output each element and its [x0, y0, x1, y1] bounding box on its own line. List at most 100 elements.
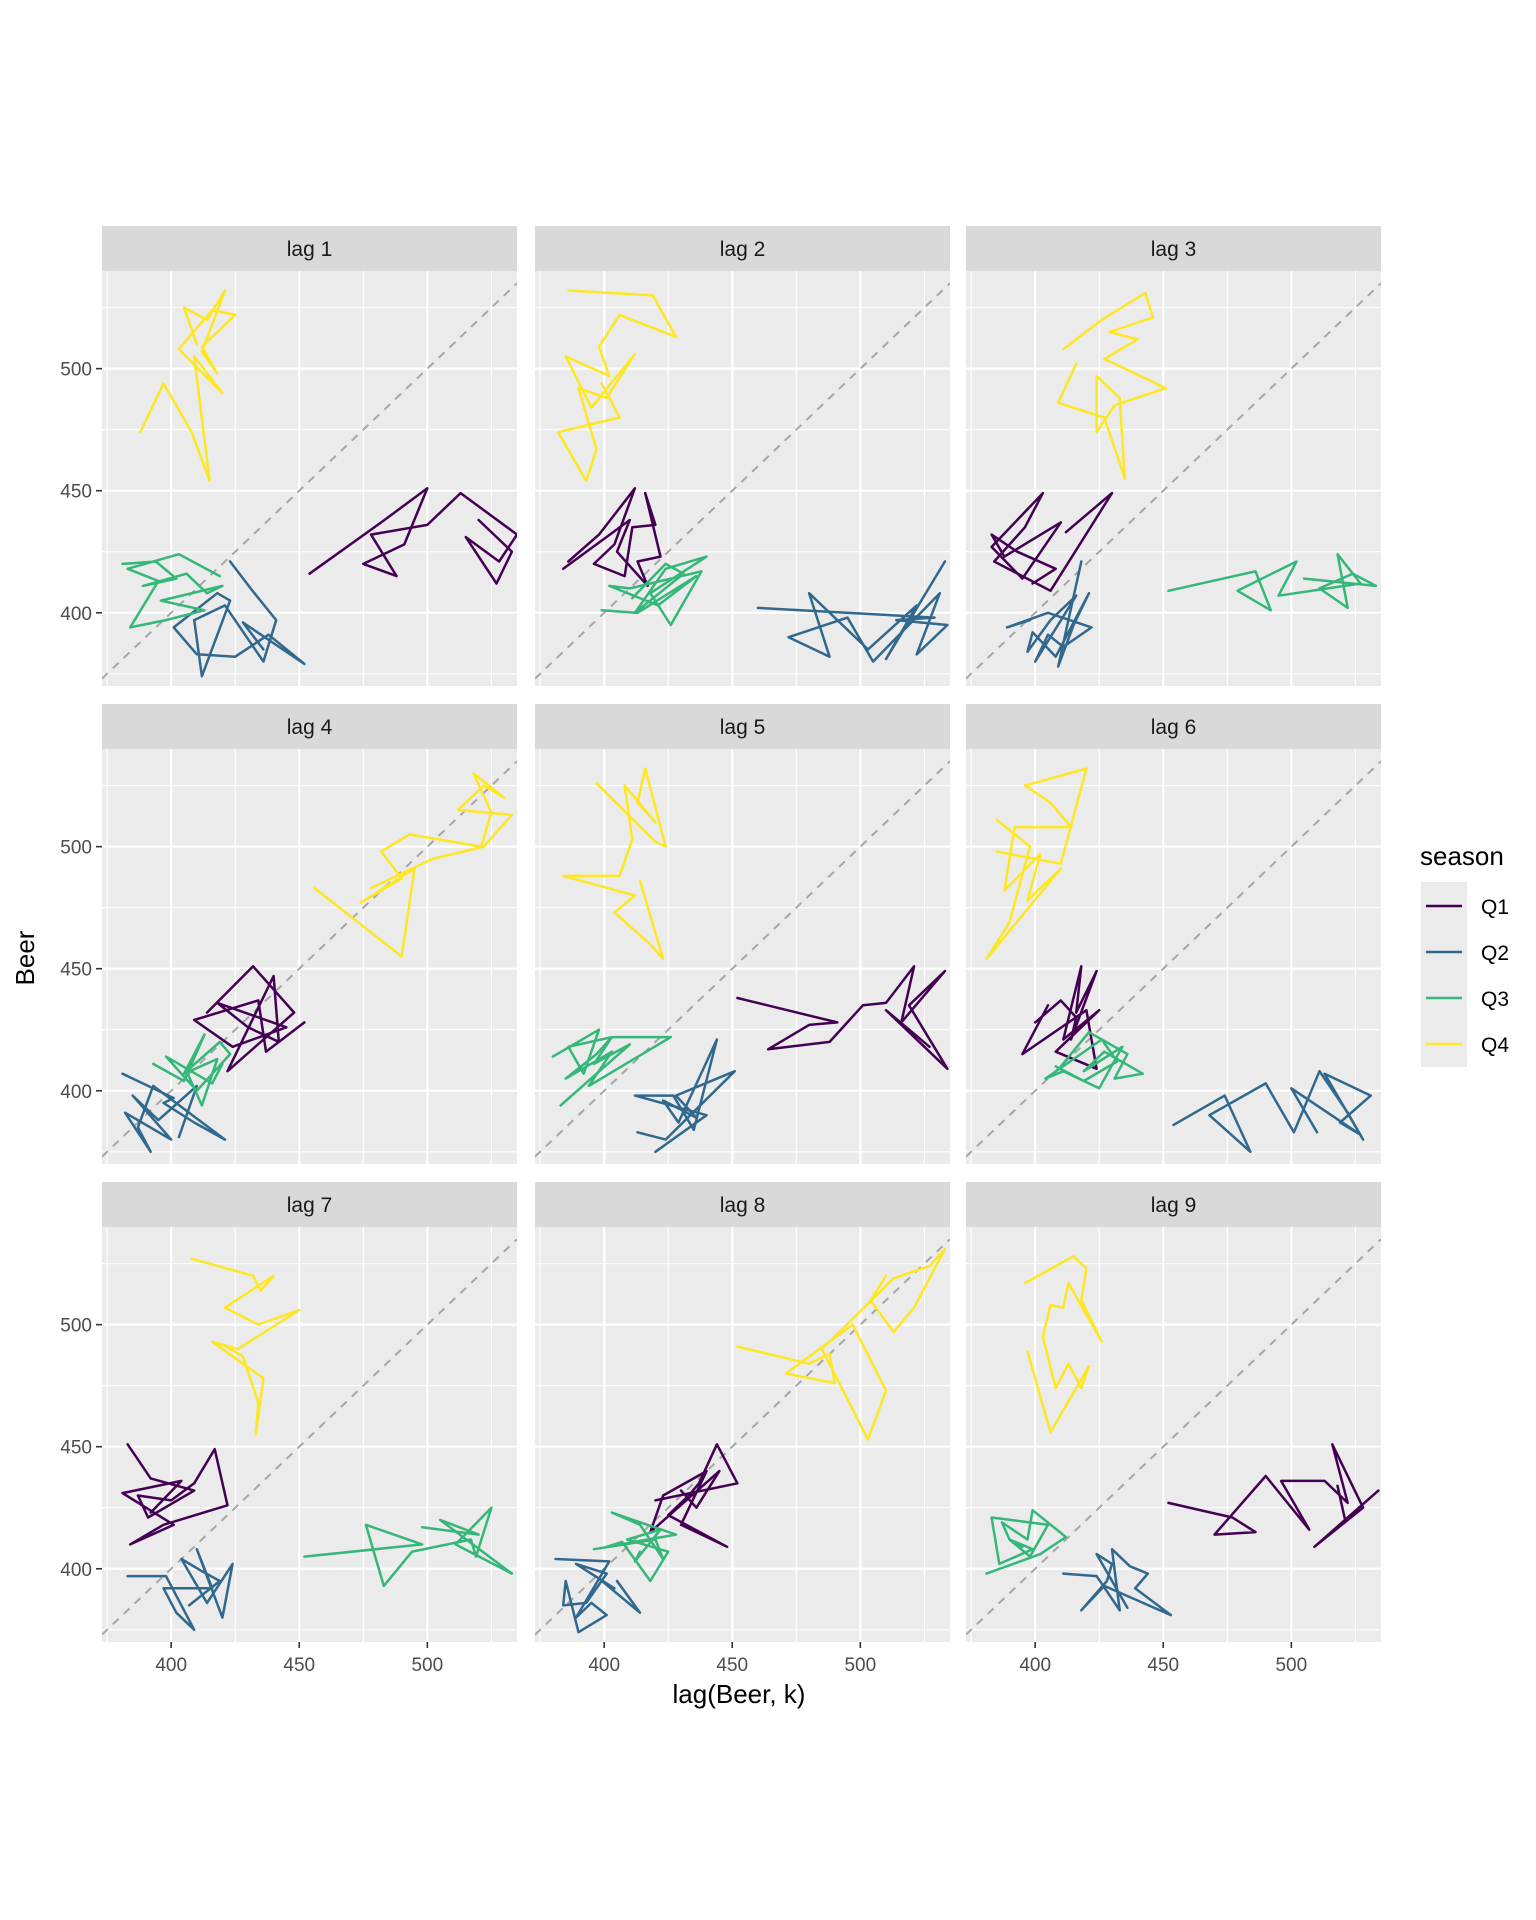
series-line-q3	[592, 1511, 678, 1583]
strip-lag-9	[966, 1182, 1381, 1227]
series-line-q1	[649, 1443, 739, 1549]
series-line-q3	[1044, 1030, 1145, 1090]
legend-title: season	[1420, 841, 1504, 871]
strip-lag-7	[102, 1182, 517, 1227]
series-line-q2	[121, 1072, 227, 1154]
series-line-q4	[561, 767, 667, 961]
strip-label: lag 9	[1151, 1194, 1197, 1217]
series-line-q1	[308, 487, 517, 585]
y-tick-label: 450	[60, 960, 92, 981]
series-line-q2	[1005, 560, 1093, 668]
panel-background	[102, 1227, 517, 1642]
y-tick-label: 450	[60, 482, 92, 503]
series-line-q1	[736, 965, 949, 1071]
series-line-q4	[1056, 291, 1168, 480]
series-line-q2	[126, 1547, 234, 1632]
series-line-q1	[1021, 965, 1101, 1071]
series-line-q1	[561, 487, 662, 588]
series-line-q3	[600, 555, 708, 627]
plot-area	[966, 1238, 1381, 1636]
plot-area	[966, 282, 1381, 680]
strip-lag-4	[102, 704, 517, 749]
identity-line	[966, 760, 1381, 1158]
series-line-q3	[151, 1033, 232, 1107]
legend-label: Q1	[1481, 896, 1509, 919]
series-line-q1	[990, 491, 1114, 593]
panel-background	[966, 749, 1381, 1164]
x-tick-label: 450	[716, 1655, 748, 1676]
strip-label: lag 4	[287, 716, 333, 739]
plot-area	[102, 760, 517, 1158]
series-line-q4	[985, 767, 1088, 961]
legend-entry-q1: Q1	[1426, 896, 1509, 919]
panel-background	[966, 271, 1381, 686]
series-line-q2	[1062, 1547, 1173, 1617]
series-line-q4	[139, 289, 237, 483]
strip-label: lag 2	[720, 238, 766, 261]
panel-background	[535, 749, 950, 1164]
legend-label: Q3	[1481, 988, 1509, 1011]
facet-lag-6: lag 6	[966, 704, 1381, 1164]
strip-lag-2	[535, 226, 950, 271]
legend-label: Q2	[1481, 942, 1509, 965]
identity-line	[102, 1238, 517, 1636]
facet-lag-9: lag 9 400 450 500	[966, 1182, 1381, 1676]
strip-label: lag 5	[720, 716, 766, 739]
facet-lag-8: lag 8 400 450 500	[535, 1182, 950, 1676]
series-line-q1	[1167, 1443, 1380, 1549]
series-line-q2	[172, 560, 306, 678]
series-line-q3	[551, 1028, 673, 1107]
facet-lag-2: lag 2	[535, 226, 950, 686]
series-line-q2	[633, 1038, 737, 1154]
x-tick-label: 500	[1275, 1655, 1307, 1676]
strip-label: lag 7	[287, 1194, 333, 1217]
plot-area	[102, 282, 517, 680]
series-line-q4	[313, 772, 514, 958]
identity-line	[102, 760, 517, 1158]
legend-entries: Q1 Q2 Q3 Q4	[1426, 896, 1509, 1057]
plot-area	[535, 282, 950, 680]
strip-lag-5	[535, 704, 950, 749]
identity-line	[966, 282, 1381, 680]
y-tick-label: 500	[60, 838, 92, 859]
series-line-q4	[1023, 1255, 1104, 1434]
y-tick-label: 500	[60, 360, 92, 381]
y-tick-label: 450	[60, 1438, 92, 1459]
identity-line	[535, 760, 950, 1158]
strip-lag-6	[966, 704, 1381, 749]
legend-key-background	[1421, 882, 1467, 1067]
strip-lag-8	[535, 1182, 950, 1227]
plot-area	[535, 1238, 950, 1636]
legend: season Q1 Q2 Q3 Q4	[1420, 841, 1509, 1067]
series-line-q1	[121, 1443, 229, 1546]
series-line-q3	[303, 1506, 514, 1588]
facet-lag-3: lag 3	[966, 226, 1381, 686]
series-line-q4	[736, 1247, 947, 1441]
legend-entry-q3: Q3	[1426, 988, 1509, 1011]
series-line-q3	[1167, 552, 1378, 612]
facet-lag-4: lag 4 400 450 500	[60, 704, 517, 1164]
x-tick-label: 400	[1019, 1655, 1051, 1676]
identity-line	[966, 1238, 1381, 1636]
strip-lag-3	[966, 226, 1381, 271]
x-axis-title: lag(Beer, k)	[673, 1679, 806, 1709]
x-tick-label: 450	[283, 1655, 315, 1676]
y-axis-title: Beer	[10, 930, 40, 985]
plot-area	[966, 760, 1381, 1158]
plot-area	[535, 760, 950, 1158]
series-line-q2	[756, 560, 949, 663]
legend-entry-q2: Q2	[1426, 942, 1509, 965]
series-line-q4	[556, 289, 678, 483]
y-tick-label: 400	[60, 604, 92, 625]
x-tick-label: 500	[411, 1655, 443, 1676]
legend-label: Q4	[1481, 1034, 1509, 1057]
facet-panels: lag 1 400 450 500 lag 2 lag 3 lag 4 400 450 500 la…	[60, 226, 1381, 1676]
series-line-q3	[985, 1508, 1068, 1575]
panel-background	[535, 271, 950, 686]
plot-area	[102, 1238, 517, 1636]
strip-label: lag 1	[287, 238, 333, 261]
series-line-q2	[554, 1557, 642, 1634]
x-tick-label: 500	[844, 1655, 876, 1676]
series-line-q1	[192, 965, 306, 1073]
